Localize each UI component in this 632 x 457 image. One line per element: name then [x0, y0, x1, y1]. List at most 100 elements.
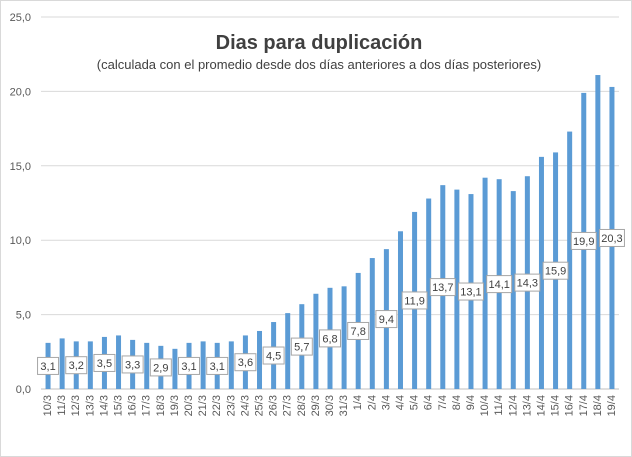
x-tick-label: 10/3 — [42, 395, 54, 416]
x-tick-label: 1/4 — [352, 395, 364, 410]
svg-text:14,1: 14,1 — [488, 279, 509, 291]
x-tick-label: 17/4 — [578, 395, 590, 416]
x-tick-label: 13/3 — [84, 395, 96, 416]
bar-6-4 — [426, 198, 432, 389]
bar-15-3 — [116, 335, 122, 389]
data-label: 20,3 — [598, 228, 625, 247]
x-tick-label: 10/4 — [479, 395, 491, 416]
svg-text:6,8: 6,8 — [322, 333, 337, 345]
x-tick-label: 13/4 — [521, 395, 533, 416]
data-label: 19,9 — [570, 231, 597, 250]
x-axis: 10/3 11/3 12/3 13/3 14/3 15/3 16/3 17/3 18/3 19/3… — [42, 395, 618, 416]
svg-text:20,3: 20,3 — [601, 233, 622, 245]
x-tick-label: 19/4 — [606, 395, 618, 416]
svg-text:3,1: 3,1 — [40, 361, 55, 373]
x-tick-label: 14/4 — [535, 395, 547, 416]
x-tick-label: 5/4 — [409, 395, 421, 410]
svg-text:3,5: 3,5 — [97, 358, 112, 370]
bar-8-4 — [454, 189, 460, 389]
svg-text:3,6: 3,6 — [238, 357, 253, 369]
data-label: 15,9 — [542, 261, 569, 280]
x-tick-label: 23/3 — [225, 395, 237, 416]
x-tick-label: 2/4 — [366, 395, 378, 410]
gridlines — [41, 16, 619, 390]
data-labels: 3,1 3,2 3,5 3,3 2,9 3,1 3,1 3,6 4,5 5,7 6,8 7,8 9,4 1… — [37, 228, 625, 377]
y-tick-label: 20,0 — [10, 86, 31, 98]
svg-text:7,8: 7,8 — [351, 326, 366, 338]
data-label: 7,8 — [347, 321, 370, 340]
x-tick-label: 26/3 — [268, 395, 280, 416]
x-tick-label: 28/3 — [296, 395, 308, 416]
bar-2-4 — [369, 258, 375, 389]
x-tick-label: 29/3 — [310, 395, 322, 416]
x-tick-label: 20/3 — [183, 395, 195, 416]
x-tick-label: 3/4 — [380, 395, 392, 410]
data-label: 3,1 — [206, 356, 229, 375]
svg-text:3,3: 3,3 — [125, 359, 140, 371]
y-tick-label: 5,0 — [16, 310, 31, 322]
data-label: 14,1 — [486, 275, 513, 294]
chart-title: Dias para duplicación — [216, 32, 423, 54]
data-label: 3,2 — [65, 356, 88, 375]
svg-text:3,1: 3,1 — [181, 361, 196, 373]
svg-text:2,9: 2,9 — [153, 362, 168, 374]
svg-text:5,7: 5,7 — [294, 342, 309, 354]
svg-text:15,9: 15,9 — [545, 266, 566, 278]
svg-text:19,9: 19,9 — [573, 236, 594, 248]
bar-17-3 — [144, 342, 150, 389]
x-tick-label: 7/4 — [437, 395, 449, 410]
data-label: 3,1 — [37, 356, 60, 375]
data-label: 3,6 — [234, 353, 257, 372]
x-tick-label: 15/4 — [550, 395, 562, 416]
bar-23-3 — [228, 341, 234, 389]
y-tick-label: 25,0 — [10, 12, 31, 24]
x-tick-label: 16/3 — [127, 395, 139, 416]
x-tick-label: 4/4 — [394, 395, 406, 410]
data-label: 5,7 — [290, 337, 313, 356]
bar-4-4 — [397, 231, 403, 389]
data-label: 13,7 — [429, 278, 456, 297]
x-tick-label: 9/4 — [465, 395, 477, 410]
bar-19-3 — [172, 348, 178, 389]
svg-text:13,7: 13,7 — [432, 282, 453, 294]
x-tick-label: 12/4 — [507, 395, 519, 416]
svg-text:14,3: 14,3 — [517, 278, 538, 290]
x-tick-label: 6/4 — [423, 395, 435, 410]
x-tick-label: 11/4 — [493, 395, 505, 416]
data-label: 14,3 — [514, 273, 541, 292]
x-tick-label: 22/3 — [211, 395, 223, 416]
x-tick-label: 8/4 — [451, 395, 463, 410]
svg-text:13,1: 13,1 — [460, 287, 481, 299]
x-tick-label: 12/3 — [70, 395, 82, 416]
data-label: 11,9 — [401, 291, 428, 310]
y-tick-label: 0,0 — [16, 384, 31, 396]
data-label: 6,8 — [319, 329, 341, 348]
bar-27-3 — [285, 313, 291, 389]
x-tick-label: 15/3 — [113, 395, 125, 416]
svg-text:3,1: 3,1 — [210, 361, 225, 373]
bar-21-3 — [200, 341, 206, 389]
data-label: 13,1 — [457, 282, 484, 301]
x-tick-label: 27/3 — [282, 395, 294, 416]
data-label: 4,5 — [262, 346, 285, 365]
bar-25-3 — [257, 330, 263, 389]
bar-29-3 — [313, 293, 319, 389]
svg-text:11,9: 11,9 — [404, 295, 425, 307]
x-tick-label: 24/3 — [239, 395, 251, 416]
svg-text:4,5: 4,5 — [266, 351, 281, 363]
data-label: 3,3 — [121, 355, 144, 374]
y-tick-label: 10,0 — [10, 235, 31, 247]
bar-11-3 — [59, 338, 65, 389]
bar-18-4 — [595, 75, 601, 390]
bar-12-4 — [510, 191, 516, 389]
x-tick-label: 18/3 — [155, 395, 167, 416]
svg-text:9,4: 9,4 — [379, 314, 394, 326]
y-axis: 0,0 5,0 10,0 15,0 20,0 25,0 — [10, 12, 31, 396]
data-label: 9,4 — [375, 310, 398, 329]
data-label: 3,5 — [93, 353, 116, 372]
x-tick-label: 21/3 — [197, 395, 209, 416]
bar-14-4 — [538, 156, 544, 389]
x-tick-label: 18/4 — [592, 395, 604, 416]
